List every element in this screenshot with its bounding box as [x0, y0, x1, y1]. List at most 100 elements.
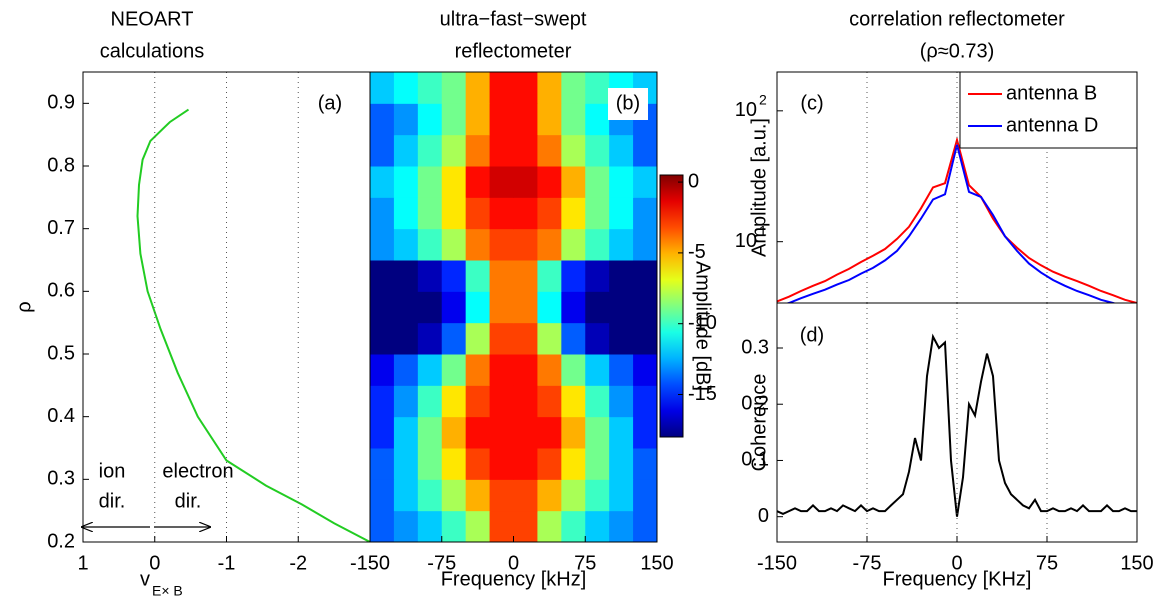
heat-cell [370, 385, 395, 418]
heat-cell [609, 197, 634, 230]
heat-cell [561, 448, 586, 480]
annotation: dir. [99, 490, 126, 512]
heat-cell [393, 322, 419, 355]
heat-cell [441, 416, 467, 449]
heat-cell [370, 448, 395, 480]
heat-cell [417, 479, 443, 512]
plot-area [777, 333, 1137, 517]
heat-cell [561, 197, 586, 230]
heat-cell [537, 291, 562, 324]
data-line [136, 108, 370, 542]
heat-cell [609, 448, 634, 480]
heat-cell [441, 322, 467, 355]
heat-cell [633, 385, 657, 418]
heat-cell [370, 228, 395, 261]
data-line [777, 136, 1137, 303]
x-tick-label: 75 [574, 552, 596, 574]
x-axis-label: Frequency [KHz] [883, 568, 1032, 590]
heat-cell [370, 322, 395, 355]
heat-cell [393, 479, 419, 512]
heat-cell [393, 354, 419, 386]
heat-cell [585, 448, 610, 480]
chart-title: correlation reflectometer [849, 8, 1065, 30]
heat-cell [513, 291, 538, 324]
heat-cell [585, 103, 610, 136]
heat-cell [417, 448, 443, 480]
heat-cell [465, 260, 491, 292]
y-tick-label: 0.9 [47, 92, 75, 114]
heat-cell [585, 479, 610, 512]
heat-cell [633, 354, 657, 386]
heat-cell [441, 354, 467, 386]
heat-cell [370, 291, 395, 324]
plot-area [136, 108, 370, 542]
heat-cell [513, 416, 538, 449]
heat-cell [489, 291, 514, 324]
data-line [777, 333, 1137, 517]
y-tick-label: 10 [735, 230, 757, 252]
heat-cell [489, 103, 514, 136]
panel-label: (c) [800, 92, 823, 114]
heat-cell [513, 228, 538, 261]
heat-cell [417, 354, 443, 386]
chart-title: reflectometer [455, 40, 572, 62]
heat-cell [633, 134, 657, 167]
heat-cell [441, 510, 467, 542]
heat-cell [633, 228, 657, 261]
heat-cell [609, 322, 634, 355]
heat-cell [441, 448, 467, 480]
x-axis-label: Frequency [kHz] [441, 568, 587, 590]
heat-cell [561, 385, 586, 418]
heat-cell [489, 322, 514, 355]
y-tick-label: 10 [735, 99, 757, 121]
heat-cell [561, 291, 586, 324]
heat-cell [609, 479, 634, 512]
heat-cell [609, 134, 634, 167]
heat-cell [585, 228, 610, 261]
heat-cell [537, 228, 562, 261]
heat-cell [417, 416, 443, 449]
heat-cell [561, 134, 586, 167]
heat-cell [609, 291, 634, 324]
plot-area [370, 72, 657, 542]
panel-label: (d) [800, 324, 824, 346]
heat-cell [633, 166, 657, 198]
heat-cell [465, 197, 491, 230]
y-axis-label: Coherence [748, 374, 770, 472]
heat-cell [417, 510, 443, 542]
heat-cell [393, 385, 419, 418]
heat-cell [465, 72, 491, 104]
heat-cell [370, 510, 395, 542]
heat-cell [489, 260, 514, 292]
heat-cell [370, 479, 395, 512]
heat-cell [513, 322, 538, 355]
heat-cell [561, 510, 586, 542]
x-tick-label: 1 [77, 552, 88, 574]
heat-cell [489, 385, 514, 418]
heat-cell [441, 134, 467, 167]
heat-cell [609, 260, 634, 292]
heat-cell [370, 72, 395, 104]
heat-cell [465, 322, 491, 355]
annotation: dir. [175, 490, 202, 512]
heat-cell [370, 354, 395, 386]
x-tick-label: 0 [951, 552, 962, 574]
heat-cell [537, 322, 562, 355]
heat-cell [393, 228, 419, 261]
heat-cell [417, 166, 443, 198]
heat-cell [633, 510, 657, 542]
panel-label: (a) [318, 92, 342, 114]
heat-cell [633, 197, 657, 230]
y-tick-label: 0.8 [47, 154, 75, 176]
heat-cell [537, 385, 562, 418]
annotation: electron [162, 460, 233, 482]
heat-cell [585, 134, 610, 167]
heat-cell [489, 228, 514, 261]
heat-cell [370, 416, 395, 449]
heat-cell [370, 166, 395, 198]
heat-cell [465, 166, 491, 198]
heat-cell [537, 479, 562, 512]
colorbar-tick-label: -10 [688, 312, 717, 334]
heat-cell [393, 166, 419, 198]
heat-cell [561, 103, 586, 136]
